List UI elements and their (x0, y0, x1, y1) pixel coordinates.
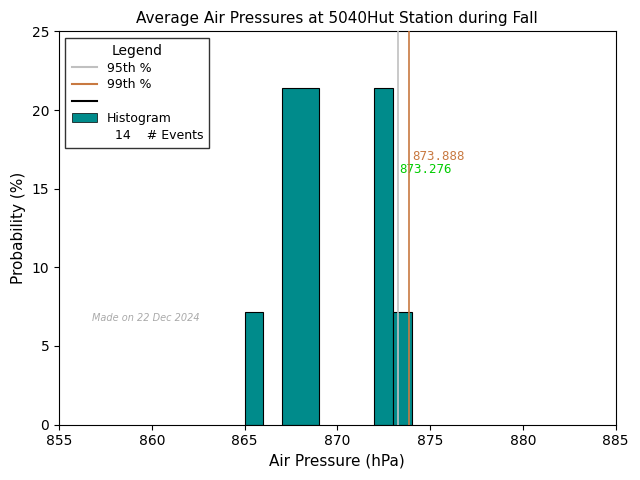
Text: 873.888: 873.888 (412, 150, 465, 163)
X-axis label: Air Pressure (hPa): Air Pressure (hPa) (269, 454, 405, 469)
Bar (282, 87, 319, 425)
Bar (374, 87, 393, 425)
Legend: 95th %, 99th %, , Histogram,   14    # Events: 95th %, 99th %, , Histogram, 14 # Events (65, 38, 209, 148)
Title: Average Air Pressures at 5040Hut Station during Fall: Average Air Pressures at 5040Hut Station… (136, 11, 538, 26)
Bar (244, 312, 263, 425)
Bar (393, 312, 412, 425)
Text: Made on 22 Dec 2024: Made on 22 Dec 2024 (92, 313, 200, 324)
Text: 873.276: 873.276 (399, 163, 452, 176)
Y-axis label: Probability (%): Probability (%) (11, 172, 26, 284)
